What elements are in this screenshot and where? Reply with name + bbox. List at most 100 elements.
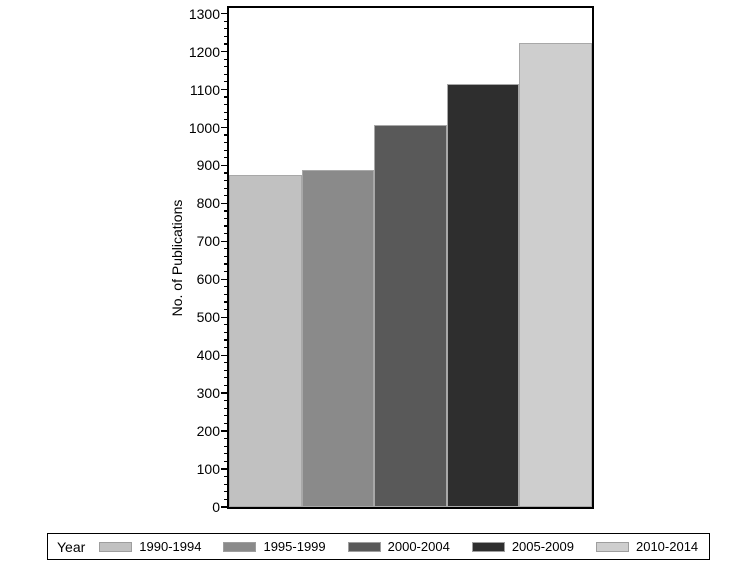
y-axis-minor-tick [224, 437, 227, 440]
y-axis-minor-tick [224, 445, 227, 447]
y-tick-label: 500 [196, 309, 220, 326]
y-axis-minor-tick [224, 407, 227, 409]
y-axis-minor-tick [224, 346, 227, 349]
y-axis-minor-tick [224, 66, 227, 68]
bar-1990-1994 [229, 174, 302, 507]
bar-2000-2004 [374, 124, 447, 507]
y-axis-minor-tick [224, 225, 227, 227]
y-axis-minor-tick [224, 134, 227, 136]
y-axis-minor-tick [224, 157, 227, 159]
y-axis-minor-tick [224, 210, 227, 212]
y-axis-minor-tick [224, 119, 227, 121]
y-axis-minor-tick [224, 491, 227, 493]
y-axis-minor-tick [224, 255, 227, 258]
y-axis-major-tick [221, 164, 227, 167]
y-axis-major-tick [221, 392, 227, 394]
legend-entries: 1990-1994 1995-1999 2000-2004 2005-2009 2010… [99, 539, 698, 554]
y-axis-minor-tick [224, 384, 227, 387]
y-tick-label: 1200 [188, 43, 220, 60]
y-axis-minor-tick [224, 28, 227, 30]
y-axis-major-tick [221, 506, 227, 508]
y-axis-minor-tick [224, 483, 227, 485]
legend-swatch-2000-2004 [347, 541, 381, 552]
y-axis-minor-tick [224, 377, 227, 379]
y-axis-minor-tick [224, 369, 227, 371]
y-tick-label: 200 [196, 423, 220, 440]
y-axis-major-tick [221, 88, 227, 91]
y-axis-minor-tick [224, 324, 227, 326]
legend-label: 2010-2014 [635, 539, 699, 554]
y-axis-minor-tick [224, 498, 227, 500]
y-axis-major-tick [221, 50, 227, 53]
bar-1995-1999 [301, 170, 375, 507]
y-tick-label: 700 [196, 233, 220, 250]
bar-2010-2014 [519, 42, 592, 507]
y-tick-label: 800 [196, 195, 220, 212]
y-axis-minor-tick [224, 172, 227, 174]
y-axis-minor-tick [224, 179, 227, 182]
y-axis-minor-tick [224, 20, 227, 22]
legend-swatch-1990-1994 [99, 541, 133, 552]
y-axis-major-tick [221, 12, 227, 15]
y-axis-minor-tick [224, 301, 227, 303]
legend-entry: 1990-1994 [99, 539, 201, 554]
y-tick-label: 1000 [188, 119, 220, 136]
y-axis-major-tick [221, 316, 227, 318]
y-axis-minor-tick [224, 415, 227, 417]
y-tick-label: 300 [196, 385, 220, 402]
y-axis-minor-tick [224, 362, 227, 364]
legend-label: 1990-1994 [139, 539, 202, 554]
legend-entry: 2010-2014 [595, 539, 699, 554]
y-axis-minor-tick [224, 233, 227, 235]
y-axis-major-tick [221, 240, 227, 243]
y-tick-label: 1100 [189, 81, 220, 98]
bar-2005-2009 [446, 83, 520, 507]
y-axis-minor-tick [224, 331, 227, 333]
legend-entry: 2005-2009 [471, 539, 574, 554]
legend-title: Year [57, 538, 86, 555]
y-tick-label: 600 [196, 271, 220, 288]
y-axis-major-tick [221, 430, 227, 432]
y-axis-minor-tick [224, 293, 227, 295]
legend-label: 2005-2009 [511, 539, 574, 554]
y-axis-minor-tick [224, 43, 227, 45]
legend-swatch-1995-1999 [223, 541, 257, 552]
legend-box: Year 1990-1994 1995-1999 2000-2004 2005-200… [47, 533, 710, 560]
legend-swatch-2005-2009 [471, 541, 505, 552]
legend-label: 1995-1999 [263, 539, 326, 554]
y-axis-minor-tick [224, 58, 227, 60]
y-tick-label: 0 [212, 499, 220, 515]
plot-area [227, 6, 594, 509]
y-axis-minor-tick [224, 308, 227, 311]
y-tick-label: 100 [196, 461, 220, 478]
y-axis-major-tick [221, 468, 227, 470]
y-axis-minor-tick [224, 263, 227, 265]
y-axis-minor-tick [224, 195, 227, 197]
y-axis-minor-tick [224, 286, 227, 288]
legend-entry: 1995-1999 [223, 539, 326, 554]
y-axis-major-tick [221, 354, 227, 356]
y-axis-minor-tick [224, 460, 227, 462]
y-axis-minor-tick [224, 96, 227, 98]
y-axis-minor-tick [224, 187, 227, 189]
y-axis-minor-tick [224, 81, 227, 83]
y-axis-major-tick [221, 202, 227, 205]
y-axis-minor-tick [224, 400, 227, 402]
y-axis-minor-tick [224, 475, 227, 478]
y-tick-label: 900 [196, 157, 220, 174]
y-axis-minor-tick [224, 339, 227, 341]
y-axis-minor-tick [224, 111, 227, 113]
y-axis-minor-tick [224, 453, 227, 455]
y-axis-minor-tick [224, 73, 227, 75]
legend-swatch-2010-2014 [595, 541, 629, 552]
y-axis-minor-tick [224, 142, 227, 144]
y-axis-title: No. of Publications [169, 199, 185, 317]
y-axis-minor-tick [224, 271, 227, 273]
y-axis-major-tick [221, 278, 227, 280]
y-axis-minor-tick [224, 248, 227, 250]
y-axis-minor-tick [224, 104, 227, 106]
legend-entry: 2000-2004 [347, 539, 450, 554]
y-axis-minor-tick [224, 149, 227, 151]
y-tick-label: 1300 [188, 5, 220, 22]
